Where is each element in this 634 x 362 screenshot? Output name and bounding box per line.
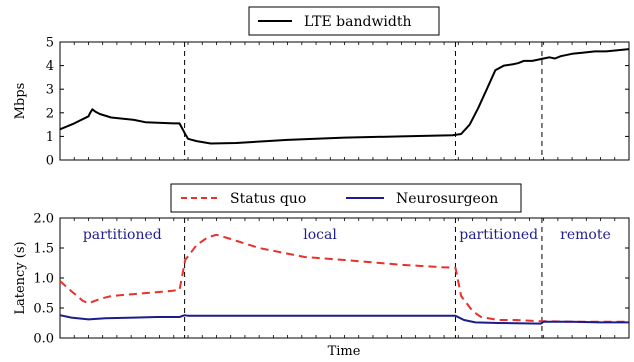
latency-series bbox=[59, 233, 629, 325]
bandwidth-y-tick-label: 1 bbox=[46, 130, 54, 145]
bandwidth-legend: LTE bandwidth bbox=[248, 6, 440, 36]
bandwidth-series bbox=[59, 48, 630, 145]
bandwidth-y-axis-label: Mbps bbox=[13, 83, 28, 120]
bandwidth-panel: 0 1 2 3 4 5 Mbps LTE bandwidth bbox=[13, 6, 630, 169]
region-label-local: local bbox=[303, 227, 337, 243]
bandwidth-y-tick-label: 0 bbox=[46, 154, 54, 169]
latency-legend: Status quo Neurosurgeon bbox=[170, 183, 522, 213]
latency-y-tick-label: 0.5 bbox=[33, 302, 54, 317]
region-label-partitioned: partitioned bbox=[83, 227, 162, 243]
bandwidth-y-tick-label: 2 bbox=[46, 106, 54, 121]
neurosurgeon-legend-label: Neurosurgeon bbox=[396, 191, 498, 207]
status-quo-legend-label: Status quo bbox=[230, 191, 306, 207]
latency-region-labels: partitioned local partitioned remote bbox=[83, 227, 611, 243]
region-label-partitioned: partitioned bbox=[459, 227, 538, 243]
latency-y-ticks: 0.0 0.5 1.0 1.5 2.0 bbox=[33, 212, 630, 347]
bandwidth-legend-label: LTE bandwidth bbox=[304, 14, 412, 30]
latency-y-tick-label: 0.0 bbox=[33, 332, 54, 347]
bandwidth-y-ticks: 0 1 2 3 4 5 bbox=[46, 36, 630, 169]
bandwidth-plot-frame bbox=[59, 41, 630, 161]
lte-bandwidth-line bbox=[59, 48, 630, 145]
latency-y-axis-label: Latency (s) bbox=[13, 241, 28, 314]
status-quo-line bbox=[59, 233, 629, 323]
region-label-remote: remote bbox=[560, 227, 611, 243]
bandwidth-y-tick-label: 4 bbox=[46, 59, 54, 74]
latency-panel: 0.00.51.01.52.0 partitioned local partitio… bbox=[13, 183, 630, 359]
latency-phase-dividers bbox=[184, 218, 543, 338]
latency-y-tick-label: 2.0 bbox=[33, 212, 54, 227]
latency-x-axis-label: Time bbox=[328, 344, 361, 359]
bandwidth-y-tick-label: 5 bbox=[46, 36, 54, 51]
latency-y-tick-label: 1.5 bbox=[33, 242, 54, 257]
neurosurgeon-line bbox=[59, 314, 629, 325]
bandwidth-phase-dividers bbox=[184, 42, 543, 160]
latency-y-tick-label: 1.0 bbox=[33, 272, 54, 287]
bandwidth-y-tick-label: 3 bbox=[46, 83, 54, 98]
